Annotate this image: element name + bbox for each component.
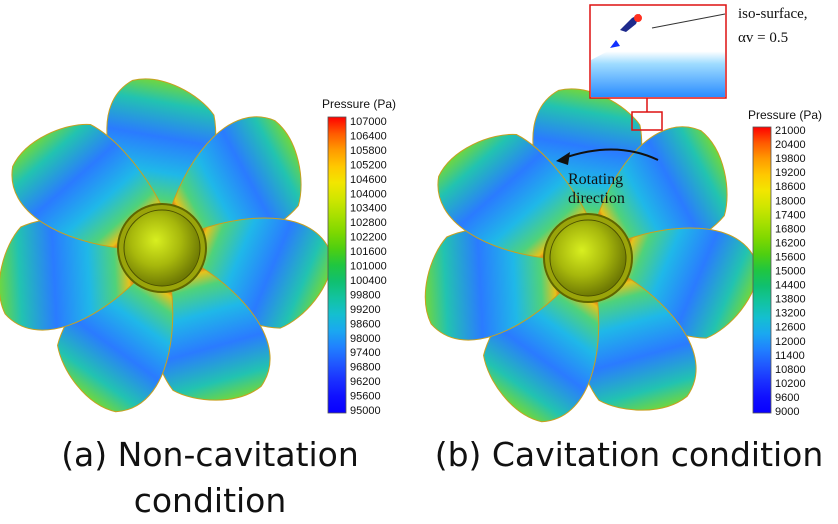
- zoom-iso-patch-small: [610, 40, 620, 48]
- legend-tick-label: 17400: [775, 209, 806, 221]
- legend-tick-label: 10800: [775, 364, 806, 376]
- legend-tick-label: 104600: [350, 174, 387, 186]
- legend-tick-label: 12600: [775, 322, 806, 334]
- caption-a-line2: condition: [133, 481, 287, 520]
- legend-tick-label: 105800: [350, 145, 387, 157]
- legend-tick-label: 99200: [350, 304, 381, 316]
- legend-tick-label: 98000: [350, 333, 381, 345]
- legend-tick-label: 14400: [775, 280, 806, 292]
- legend-tick-label: 102800: [350, 217, 387, 229]
- legend-tick-label: 100400: [350, 275, 387, 287]
- legend-tick-label: 15600: [775, 251, 806, 263]
- propeller-figure-b: iso-surface, αv = 0.5 Rotating direction…: [424, 4, 822, 423]
- legend-tick-label: 95000: [350, 405, 381, 417]
- legend-tick-label: 13800: [775, 294, 806, 306]
- rotation-arrowhead-icon: [556, 152, 570, 165]
- legend-tick-label: 9000: [775, 406, 799, 418]
- legend-tick-label: 96200: [350, 376, 381, 388]
- legend-tick-label: 9600: [775, 392, 799, 404]
- propeller-blade: [437, 133, 591, 259]
- legend-title-a: Pressure (Pa): [322, 97, 396, 111]
- legend-ticks-b: 21000 20400 19800 19200 18600 18000 17400 16800…: [775, 125, 806, 418]
- legend-tick-label: 98600: [350, 318, 381, 330]
- panel-cavitation: iso-surface, αv = 0.5 Rotating direction…: [420, 0, 838, 519]
- caption-a: (a) Non-cavitation condition: [0, 432, 420, 524]
- propeller-blade: [11, 123, 165, 249]
- rotation-arrow: [563, 148, 659, 161]
- panel-non-cavitation: Pressure (Pa) 107000 106400 105800 105200 10…: [0, 0, 420, 520]
- legend-tick-label: 12000: [775, 336, 806, 348]
- propeller-hub: [123, 209, 201, 287]
- legend-tick-label: 96800: [350, 362, 381, 374]
- legend-tick-label: 106400: [350, 130, 387, 142]
- legend-tick-label: 13200: [775, 308, 806, 320]
- zoom-inset-surface: [591, 14, 725, 97]
- colorbar-b: [752, 126, 772, 414]
- iso-label-line2: αv = 0.5: [738, 30, 788, 46]
- rotation-label-line2: direction: [568, 190, 625, 207]
- legend-tick-label: 19200: [775, 167, 806, 179]
- legend-tick-label: 20400: [775, 139, 806, 151]
- legend-tick-label: 18600: [775, 181, 806, 193]
- legend-tick-label: 11400: [775, 350, 805, 362]
- legend-tick-label: 102200: [350, 232, 387, 244]
- legend-tick-label: 19800: [775, 153, 806, 165]
- caption-a-line1: (a) Non-cavitation: [61, 435, 359, 474]
- iso-label-line1: iso-surface,: [738, 6, 808, 22]
- caption-b: (b) Cavitation condition: [420, 432, 838, 478]
- caption-b-line1: (b) Cavitation condition: [434, 435, 824, 474]
- legend-tick-label: 10200: [775, 378, 806, 390]
- legend-tick-label: 16800: [775, 223, 806, 235]
- legend-tick-label: 107000: [350, 116, 387, 128]
- propeller-b: [424, 88, 759, 423]
- legend-tick-label: 104000: [350, 188, 387, 200]
- legend-title-b: Pressure (Pa): [748, 108, 822, 122]
- legend-ticks-a: 107000 106400 105800 105200 104600 104000 1034…: [350, 116, 387, 417]
- legend-tick-label: 18000: [775, 195, 806, 207]
- legend-tick-label: 99800: [350, 289, 381, 301]
- legend-tick-label: 16200: [775, 237, 806, 249]
- legend-tick-label: 95600: [350, 391, 381, 403]
- legend-tick-label: 103400: [350, 203, 387, 215]
- legend-tick-label: 101000: [350, 261, 387, 273]
- iso-leader-line: [651, 13, 726, 29]
- rotation-label-line1: Rotating: [568, 171, 623, 188]
- legend-tick-label: 97400: [350, 347, 381, 359]
- propeller-a: [0, 78, 333, 413]
- propeller-figure-a: Pressure (Pa) 10700010640010580010520010…: [0, 78, 396, 417]
- propeller-hub: [549, 219, 627, 297]
- legend-tick-label: 21000: [775, 125, 806, 137]
- legend-tick-label: 105200: [350, 159, 387, 171]
- zoom-hotspot: [634, 14, 642, 22]
- colorbar-a: [327, 116, 347, 414]
- legend-tick-label: 15000: [775, 266, 806, 278]
- legend-tick-label: 101600: [350, 246, 387, 258]
